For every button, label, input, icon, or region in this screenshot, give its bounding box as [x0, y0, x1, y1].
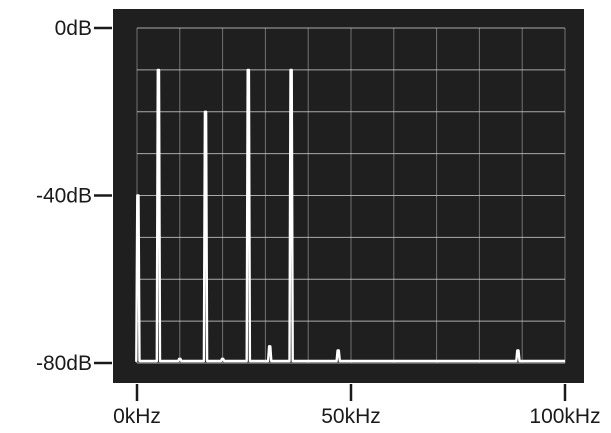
y-tick-label: -80dB — [36, 352, 92, 375]
spectrum-peak-7 — [290, 69, 292, 71]
spectrum-peak-8 — [337, 349, 340, 352]
x-axis: 0kHz 50kHz 100kHz — [113, 384, 601, 428]
x-tick-label: 100kHz — [529, 405, 600, 428]
spectrum-peak-5 — [247, 69, 250, 71]
spectrum-peak-4 — [221, 357, 224, 360]
spectrum-trace — [135, 68, 565, 363]
spectrum-peak-1 — [157, 69, 160, 71]
spectrum-peak-6 — [268, 345, 271, 348]
spectrum-peak-9 — [517, 349, 519, 352]
x-tick-label: 50kHz — [321, 405, 381, 428]
x-tick-label: 0kHz — [113, 405, 161, 428]
y-axis: 0dB -40dB -80dB — [36, 17, 112, 375]
y-tick-label: 0dB — [55, 17, 92, 40]
spectrum-peak-0 — [137, 194, 139, 197]
spectrum-peak-2 — [178, 357, 181, 360]
y-tick-label: -40dB — [36, 185, 92, 208]
spectrum-peak-3 — [204, 110, 207, 113]
